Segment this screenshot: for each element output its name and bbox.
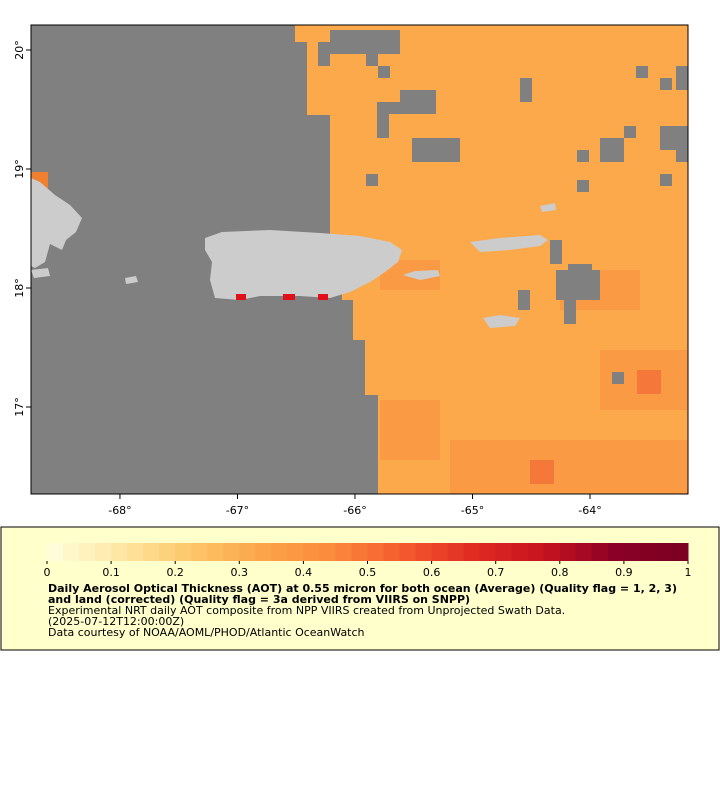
colorbar-cell xyxy=(431,543,449,561)
legend-line: Data courtesy of NOAA/AOML/PHOD/Atlantic… xyxy=(48,626,365,639)
colorbar-cell xyxy=(111,543,128,561)
colorbar-cell xyxy=(591,543,609,561)
colorbar-cell xyxy=(47,543,64,561)
colorbar-cell xyxy=(255,543,272,561)
colorbar-tick-label: 0.5 xyxy=(359,566,377,579)
legend-line: Experimental NRT daily AOT composite fro… xyxy=(48,604,566,617)
colorbar-cell xyxy=(415,543,433,561)
colorbar-cell xyxy=(463,543,481,561)
colorbar-cell xyxy=(223,543,240,561)
colorbar-cell xyxy=(319,543,336,561)
colorbar-tick-label: 0.3 xyxy=(231,566,249,579)
colorbar-cell xyxy=(159,543,176,561)
no-data-cells xyxy=(318,30,688,384)
colorbar-cell xyxy=(207,543,224,561)
aot-field xyxy=(295,25,688,494)
colorbar-cell xyxy=(479,543,497,561)
x-tick-label: -67° xyxy=(226,504,249,517)
colorbar-cell xyxy=(303,543,320,561)
colorbar-cell xyxy=(79,543,96,561)
colorbar-tick-label: 0.6 xyxy=(423,566,441,579)
colorbar-cell xyxy=(383,543,401,561)
colorbar-tick-label: 0.9 xyxy=(615,566,633,579)
y-tick-label: 20° xyxy=(13,40,26,60)
colorbar-cell xyxy=(335,543,352,561)
aot-peak xyxy=(530,370,661,484)
colorbar-tick-label: 0 xyxy=(44,566,51,579)
colorbar-cell xyxy=(559,543,577,561)
x-tick-label: -66° xyxy=(343,504,366,517)
colorbar-tick-label: 0.7 xyxy=(487,566,505,579)
colorbar-cell xyxy=(527,543,545,561)
colorbar-tick-label: 0.4 xyxy=(295,566,313,579)
colorbar-cell xyxy=(191,543,208,561)
colorbar-cell xyxy=(287,543,304,561)
legend-text: Daily Aerosol Optical Thickness (AOT) at… xyxy=(48,583,678,638)
colorbar-cell xyxy=(239,543,256,561)
colorbar-cell xyxy=(127,543,144,561)
colorbar-cell xyxy=(511,543,529,561)
colorbar-cell xyxy=(447,543,465,561)
colorbar-cell xyxy=(63,543,80,561)
y-tick-label: 19° xyxy=(13,159,26,179)
colorbar-cell xyxy=(399,543,417,561)
colorbar-tick-label: 1 xyxy=(685,566,692,579)
colorbar-cell xyxy=(95,543,112,561)
colorbar-cell xyxy=(655,543,673,561)
x-tick-label: -68° xyxy=(108,504,131,517)
colorbar-cell xyxy=(575,543,593,561)
legend-title: Daily Aerosol Optical Thickness (AOT) at… xyxy=(48,582,677,606)
legend-line: (2025-07-12T12:00:00Z) xyxy=(48,615,185,628)
land xyxy=(31,178,556,328)
colorbar-cell xyxy=(623,543,641,561)
colorbar-cell xyxy=(175,543,192,561)
colorbar-cell xyxy=(495,543,513,561)
y-tick-label: 18° xyxy=(13,278,26,298)
colorbar-cell xyxy=(671,543,689,561)
map-frame xyxy=(30,24,689,495)
colorbar-cell xyxy=(271,543,288,561)
colorbar-cell xyxy=(351,543,368,561)
colorbar-cell xyxy=(143,543,160,561)
x-tick-label: -64° xyxy=(578,504,601,517)
x-tick-label: -65° xyxy=(461,504,484,517)
y-tick-label: 17° xyxy=(13,397,26,417)
colorbar-cell xyxy=(639,543,657,561)
colorbar-cell xyxy=(367,543,385,561)
colorbar-cell xyxy=(607,543,625,561)
aot-land-high xyxy=(236,294,328,300)
colorbar-tick-label: 0.2 xyxy=(166,566,184,579)
colorbar-cell xyxy=(543,543,561,561)
colorbar-tick-label: 0.1 xyxy=(102,566,120,579)
colorbar-tick-label: 0.8 xyxy=(551,566,569,579)
